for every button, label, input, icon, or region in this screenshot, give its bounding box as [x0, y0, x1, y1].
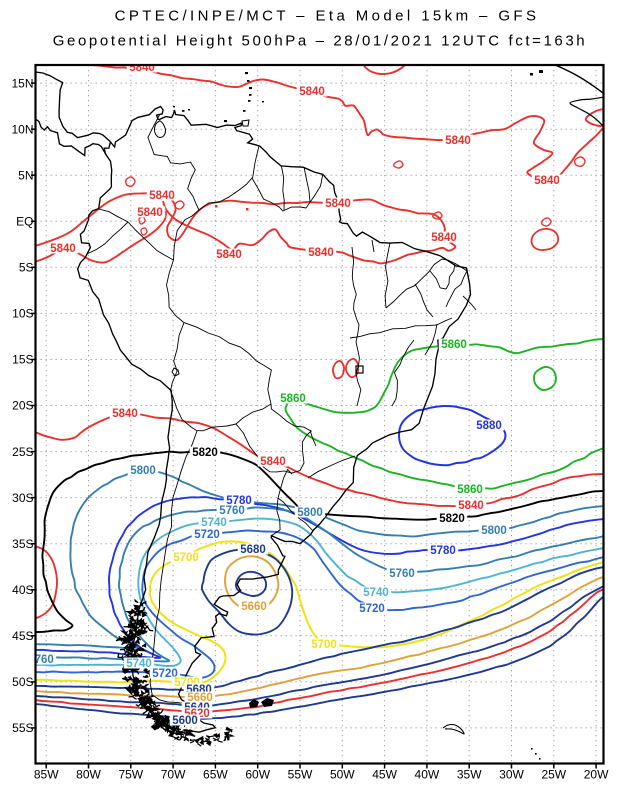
- svg-text:5760: 5760: [28, 654, 54, 666]
- svg-text:5740: 5740: [363, 587, 389, 599]
- svg-text:35S: 35S: [12, 537, 33, 551]
- svg-text:5720: 5720: [194, 529, 220, 541]
- svg-text:5720: 5720: [152, 668, 178, 680]
- svg-text:5860: 5860: [457, 484, 483, 496]
- svg-text:5S: 5S: [19, 261, 34, 275]
- svg-text:55W: 55W: [288, 768, 313, 782]
- svg-text:5840: 5840: [325, 198, 351, 210]
- svg-text:5700: 5700: [173, 552, 199, 564]
- svg-text:5740: 5740: [201, 517, 227, 529]
- svg-text:5840: 5840: [308, 247, 334, 259]
- svg-text:15N: 15N: [11, 76, 33, 90]
- svg-text:5800: 5800: [297, 507, 323, 519]
- svg-text:55S: 55S: [12, 721, 33, 735]
- svg-text:70W: 70W: [161, 768, 186, 782]
- svg-text:85W: 85W: [34, 768, 59, 782]
- svg-text:5660: 5660: [241, 601, 267, 613]
- svg-text:5860: 5860: [280, 393, 306, 405]
- svg-text:10S: 10S: [12, 307, 33, 321]
- svg-text:60W: 60W: [245, 768, 270, 782]
- svg-text:5740: 5740: [126, 658, 152, 670]
- svg-text:30W: 30W: [499, 768, 524, 782]
- svg-text:5800: 5800: [481, 525, 507, 537]
- svg-text:50W: 50W: [330, 768, 355, 782]
- svg-text:5820: 5820: [192, 447, 218, 459]
- svg-text:5840: 5840: [112, 408, 138, 420]
- svg-text:5840: 5840: [137, 207, 163, 219]
- svg-text:5860: 5860: [441, 339, 467, 351]
- svg-text:5780: 5780: [430, 545, 456, 557]
- svg-text:10N: 10N: [11, 122, 33, 136]
- svg-text:5840: 5840: [458, 500, 484, 512]
- svg-text:5820: 5820: [439, 513, 465, 525]
- svg-text:5760: 5760: [389, 568, 415, 580]
- svg-text:5840: 5840: [50, 243, 76, 255]
- svg-text:5840: 5840: [431, 232, 457, 244]
- svg-text:CPTEC/INPE/MCT – Eta Model 15: CPTEC/INPE/MCT – Eta Model 15km – GFS: [115, 8, 540, 25]
- svg-text:5840: 5840: [445, 135, 471, 147]
- svg-text:30S: 30S: [12, 491, 33, 505]
- svg-text:25W: 25W: [541, 768, 566, 782]
- svg-text:5840: 5840: [260, 456, 286, 468]
- svg-text:5800: 5800: [130, 465, 156, 477]
- svg-text:65W: 65W: [203, 768, 228, 782]
- svg-text:5840: 5840: [216, 249, 242, 261]
- svg-text:75W: 75W: [118, 768, 143, 782]
- svg-text:5700: 5700: [311, 639, 337, 651]
- svg-text:5680: 5680: [240, 544, 266, 556]
- svg-text:5780: 5780: [226, 495, 252, 507]
- svg-text:25S: 25S: [12, 445, 33, 459]
- svg-text:5600: 5600: [172, 715, 198, 727]
- svg-text:50S: 50S: [12, 675, 33, 689]
- svg-text:5880: 5880: [476, 420, 502, 432]
- svg-text:40W: 40W: [415, 768, 440, 782]
- svg-text:80W: 80W: [76, 768, 101, 782]
- svg-text:45S: 45S: [12, 629, 33, 643]
- svg-text:5840: 5840: [129, 62, 155, 74]
- svg-text:35W: 35W: [457, 768, 482, 782]
- svg-text:45W: 45W: [372, 768, 397, 782]
- svg-text:EQ: EQ: [16, 215, 33, 229]
- svg-text:Geopotential Height 500hPa – 2: Geopotential Height 500hPa – 28/01/2021 …: [53, 33, 587, 50]
- svg-text:20S: 20S: [12, 399, 33, 413]
- svg-text:5840: 5840: [149, 190, 175, 202]
- svg-text:40S: 40S: [12, 583, 33, 597]
- svg-text:5840: 5840: [299, 86, 325, 98]
- svg-text:5840: 5840: [534, 175, 560, 187]
- svg-text:15S: 15S: [12, 353, 33, 367]
- svg-text:5N: 5N: [18, 168, 33, 182]
- svg-text:5760: 5760: [219, 505, 245, 517]
- svg-text:5660: 5660: [187, 692, 213, 704]
- svg-text:5720: 5720: [359, 603, 385, 615]
- svg-text:20W: 20W: [584, 768, 609, 782]
